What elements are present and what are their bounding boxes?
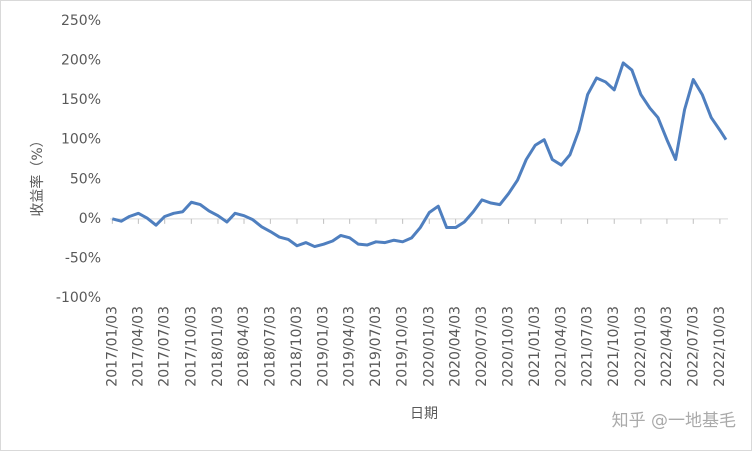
x-tick-label: 2020/01/03 bbox=[421, 306, 437, 387]
y-tick-label: 0% bbox=[79, 211, 101, 227]
x-tick-label: 2017/04/03 bbox=[130, 306, 146, 387]
x-tick-label: 2017/07/03 bbox=[157, 306, 173, 387]
x-tick-label: 2021/04/03 bbox=[553, 306, 569, 387]
y-tick-label: 250% bbox=[61, 13, 101, 29]
x-tick-label: 2018/04/03 bbox=[236, 306, 252, 387]
x-tick-label: 2019/07/03 bbox=[368, 306, 384, 387]
y-tick-label: 150% bbox=[61, 92, 101, 108]
x-tick-label: 2022/01/03 bbox=[633, 306, 649, 387]
x-tick-label: 2019/04/03 bbox=[342, 306, 358, 387]
x-tick-label: 2018/01/03 bbox=[210, 306, 226, 387]
x-tick-label: 2021/10/03 bbox=[606, 306, 622, 387]
x-tick-label: 2021/07/03 bbox=[580, 306, 596, 387]
y-tick-label: -50% bbox=[65, 250, 101, 266]
x-tick-label: 2022/04/03 bbox=[659, 306, 675, 387]
y-tick-label: 200% bbox=[61, 53, 101, 69]
x-tick-label: 2021/01/03 bbox=[527, 306, 543, 387]
x-tick-label: 2017/10/03 bbox=[183, 306, 199, 387]
x-tick-label: 2017/01/03 bbox=[104, 306, 120, 387]
x-tick-label: 2020/10/03 bbox=[501, 306, 517, 387]
x-tick-label: 2020/04/03 bbox=[448, 306, 464, 387]
y-tick-label: 50% bbox=[70, 171, 101, 187]
y-tick-label: 100% bbox=[61, 132, 101, 148]
series-line bbox=[111, 61, 728, 249]
y-tick-label: -100% bbox=[56, 290, 101, 306]
y-axis-title: 收益率（%） bbox=[29, 133, 46, 216]
x-tick-label: 2022/10/03 bbox=[712, 306, 728, 387]
x-tick-label: 2018/07/03 bbox=[262, 306, 278, 387]
watermark: 知乎 @一地基毛 bbox=[612, 411, 736, 431]
x-tick-label: 2022/07/03 bbox=[685, 306, 701, 387]
x-tick-label: 2019/10/03 bbox=[395, 306, 411, 387]
x-tick-label: 2019/01/03 bbox=[316, 306, 332, 387]
x-axis-title: 日期 bbox=[410, 406, 438, 422]
x-tick-label: 2018/10/03 bbox=[289, 306, 305, 387]
x-tick-label: 2020/07/03 bbox=[474, 306, 490, 387]
